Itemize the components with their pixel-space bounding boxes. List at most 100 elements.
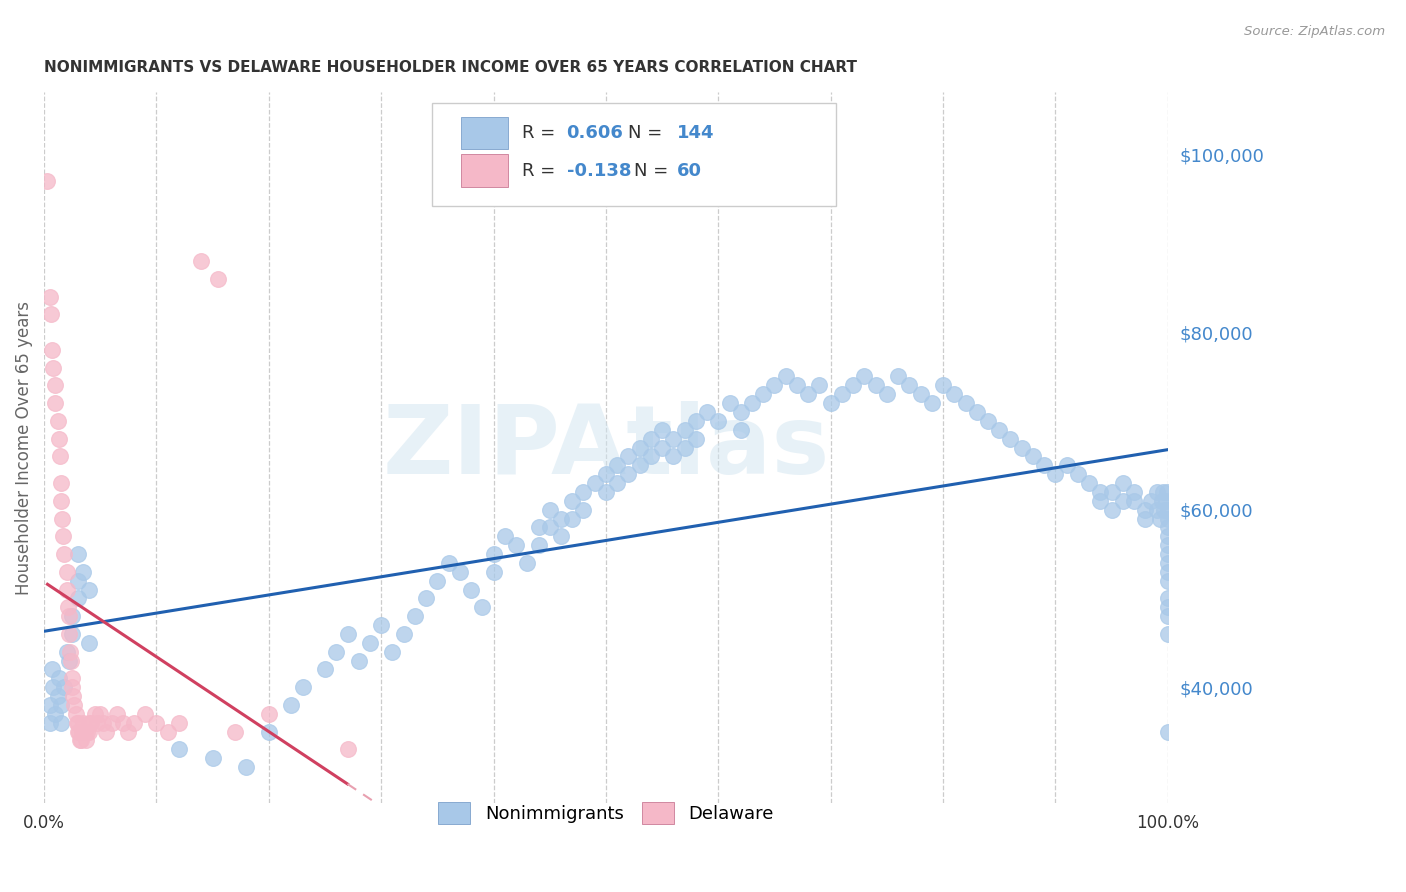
Text: N =: N = (634, 161, 673, 179)
Point (673, 441, 696, 455)
Point (516, 556, 538, 570)
Point (1123, 484, 1146, 499)
Point (1152, 493, 1174, 508)
Point (1101, 502, 1123, 516)
Point (741, 396, 763, 410)
Point (1157, 600, 1180, 615)
Point (63, 698, 86, 712)
Point (42, 360, 65, 375)
Point (572, 484, 595, 499)
Point (471, 600, 494, 615)
Point (46, 689, 69, 703)
Point (775, 369, 797, 384)
Text: N =: N = (628, 124, 668, 142)
Point (86, 715, 108, 730)
Point (60, 680, 83, 694)
Point (72, 724, 94, 739)
Point (1090, 484, 1112, 499)
Point (651, 423, 673, 437)
Point (1157, 627, 1180, 641)
Point (1140, 493, 1163, 508)
Point (550, 511, 572, 525)
Point (1157, 547, 1180, 561)
Text: Source: ZipAtlas.com: Source: ZipAtlas.com (1244, 25, 1385, 38)
Point (1157, 724, 1180, 739)
Point (1157, 565, 1180, 579)
Point (876, 387, 898, 401)
Point (49, 450, 72, 464)
Point (58, 654, 80, 668)
Point (77, 582, 100, 597)
Point (1112, 493, 1135, 508)
Point (46, 414, 69, 428)
Point (730, 405, 752, 419)
Point (62, 689, 84, 703)
Point (1157, 502, 1180, 516)
Point (1101, 484, 1123, 499)
Point (1011, 441, 1033, 455)
Point (865, 378, 887, 392)
Point (224, 724, 246, 739)
Point (91, 715, 114, 730)
Point (1146, 502, 1168, 516)
Point (392, 627, 415, 641)
Point (94, 724, 117, 739)
Point (38, 715, 60, 730)
Point (550, 529, 572, 543)
Point (72, 565, 94, 579)
Point (1156, 484, 1178, 499)
Point (44, 378, 66, 392)
Point (77, 636, 100, 650)
Point (898, 378, 921, 392)
Point (482, 565, 505, 579)
Point (943, 387, 966, 401)
Point (60, 671, 83, 685)
Point (58, 627, 80, 641)
Point (134, 706, 156, 721)
Point (370, 618, 392, 632)
Point (325, 645, 347, 659)
Point (49, 476, 72, 491)
Point (449, 565, 471, 579)
Point (1157, 520, 1180, 534)
Point (617, 467, 640, 482)
Point (617, 450, 640, 464)
Point (910, 387, 932, 401)
Point (48, 671, 70, 685)
Point (977, 414, 1000, 428)
Point (538, 520, 561, 534)
Point (56, 600, 79, 615)
Point (51, 511, 73, 525)
Point (76, 724, 98, 739)
Point (280, 698, 302, 712)
Point (75, 733, 97, 747)
Point (66, 591, 89, 606)
Point (55, 645, 77, 659)
Point (58, 609, 80, 624)
Point (494, 529, 516, 543)
Point (1135, 511, 1157, 525)
Point (730, 423, 752, 437)
Point (1056, 458, 1078, 473)
Point (41, 662, 63, 676)
Point (65, 706, 87, 721)
Point (595, 484, 617, 499)
Point (1157, 538, 1180, 552)
Point (49, 493, 72, 508)
Text: -0.138: -0.138 (567, 161, 631, 179)
Point (72, 715, 94, 730)
Point (820, 396, 842, 410)
Point (67, 724, 90, 739)
Point (1154, 493, 1177, 508)
Point (1157, 556, 1180, 570)
Point (595, 467, 617, 482)
Point (673, 423, 696, 437)
Point (572, 502, 595, 516)
Point (235, 760, 257, 774)
Point (70, 733, 93, 747)
Point (1090, 493, 1112, 508)
Point (1153, 502, 1175, 516)
Point (887, 369, 910, 384)
Point (77, 715, 100, 730)
Point (628, 441, 651, 455)
